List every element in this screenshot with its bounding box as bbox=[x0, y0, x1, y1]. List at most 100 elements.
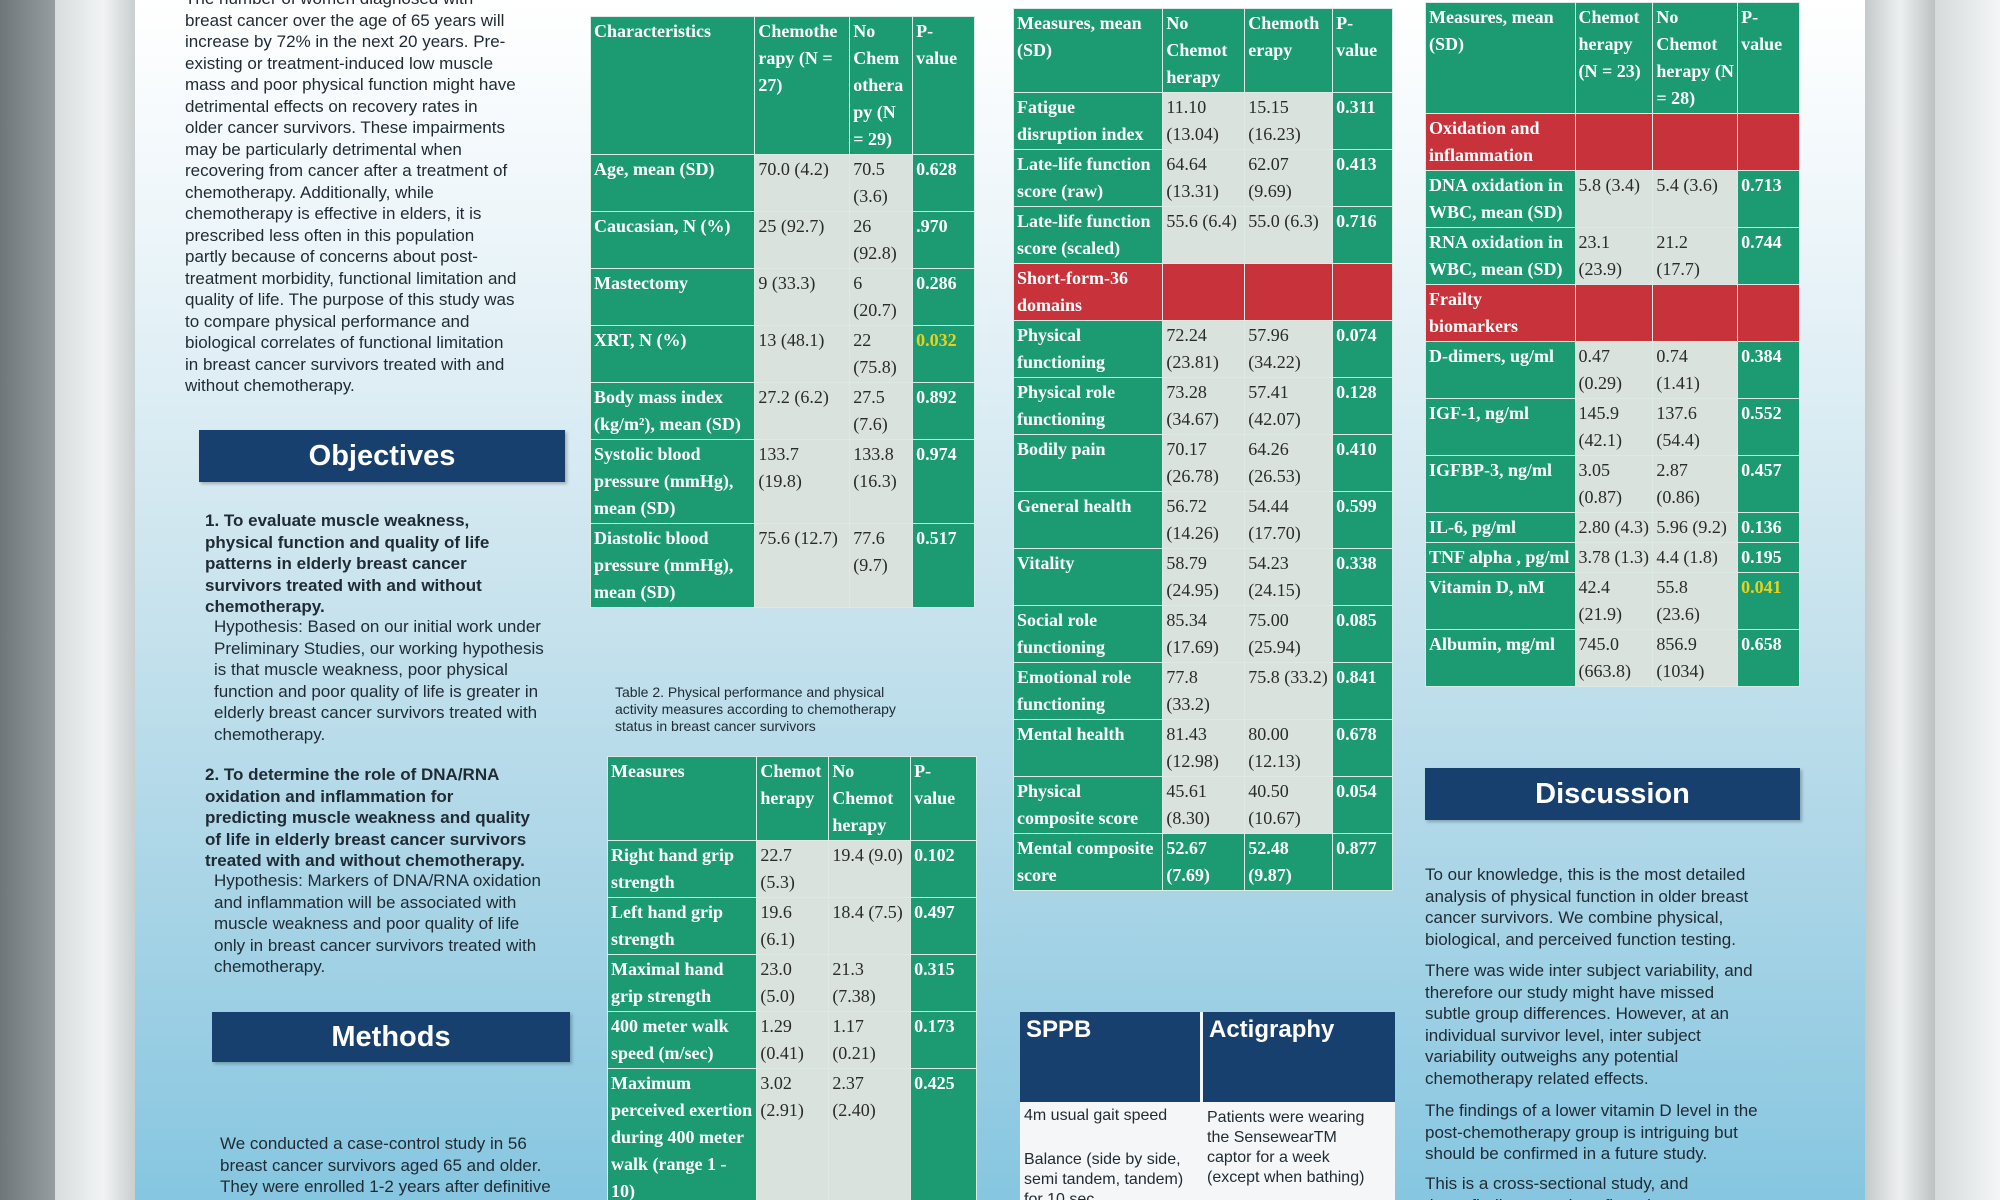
p-value-cell: 0.315 bbox=[910, 954, 977, 1012]
table-row: Albumin, mg/ml 745.0 (663.8) 856.9 (1034) 0… bbox=[1425, 629, 1800, 687]
table-row: Caucasian, N (%) 25 (92.7) 26 (92.8) .970 bbox=[589, 211, 975, 269]
table-row: Mental health 81.43 (12.98) 80.00 (12.13) 0… bbox=[1012, 719, 1393, 777]
value-cell: 85.34 (17.69) bbox=[1162, 605, 1246, 663]
value-cell: 6 (20.7) bbox=[849, 268, 914, 326]
p-value-cell: 0.457 bbox=[1737, 455, 1800, 513]
row-label: Vitamin D, nM bbox=[1425, 572, 1576, 630]
value-cell: 73.28 (34.67) bbox=[1162, 377, 1246, 435]
row-label: IGF-1, ng/ml bbox=[1425, 398, 1576, 456]
section-row: Oxidation and inflammation bbox=[1425, 113, 1800, 171]
table-row: Physical composite score 45.61 (8.30) 40.5… bbox=[1012, 776, 1393, 834]
table-row: Vitamin D, nM 42.4 (21.9) 55.8 (23.6) 0.041 bbox=[1425, 572, 1800, 630]
value-cell: 57.96 (34.22) bbox=[1244, 320, 1334, 378]
value-cell: 19.6 (6.1) bbox=[756, 897, 830, 955]
value-cell: 55.8 (23.6) bbox=[1652, 572, 1739, 630]
p-value-cell: 0.497 bbox=[910, 897, 977, 955]
characteristics-table: Characteristics Chemothe rapy (N = 27) No … bbox=[589, 16, 975, 608]
wall-left bbox=[0, 0, 60, 1200]
sppb-balance: Balance (side by side, semi tandem, tand… bbox=[1024, 1151, 1184, 1200]
table-row: Physical role functioning 73.28 (34.67) 57… bbox=[1012, 377, 1393, 435]
row-label: IL-6, pg/ml bbox=[1425, 512, 1576, 543]
value-cell: 3.05 (0.87) bbox=[1574, 455, 1654, 513]
table-row: D-dimers, ug/ml 0.47 (0.29) 0.74 (1.41) 0.3… bbox=[1425, 341, 1800, 399]
value-cell: 56.72 (14.26) bbox=[1162, 491, 1246, 549]
row-label: Physical functioning bbox=[1012, 320, 1164, 378]
p-value-cell: 0.628 bbox=[912, 154, 975, 212]
table-row: IL-6, pg/ml 2.80 (4.3) 5.96 (9.2) 0.136 bbox=[1425, 512, 1800, 543]
p-value-cell: 0.338 bbox=[1332, 548, 1393, 606]
p-value-cell: 0.974 bbox=[912, 439, 975, 524]
value-cell: 3.02 (2.91) bbox=[756, 1068, 830, 1200]
actigraphy-description: Patients were wearing the SensewearTM ca… bbox=[1207, 1109, 1365, 1186]
value-cell: 72.24 (23.81) bbox=[1162, 320, 1246, 378]
section-fill bbox=[1332, 263, 1393, 321]
p-value-cell: 0.425 bbox=[910, 1068, 977, 1200]
value-cell: 70.17 (26.78) bbox=[1162, 434, 1246, 492]
table-row: Right hand grip strength 22.7 (5.3) 19.4 (… bbox=[606, 840, 977, 898]
table-row: Bodily pain 70.17 (26.78) 64.26 (26.53) 0.4… bbox=[1012, 434, 1393, 492]
value-cell: 40.50 (10.67) bbox=[1244, 776, 1334, 834]
value-cell: 856.9 (1034) bbox=[1652, 629, 1739, 687]
table-row: Diastolic blood pressure (mmHg), mean (S… bbox=[589, 523, 975, 608]
value-cell: 70.5 (3.6) bbox=[849, 154, 914, 212]
column-header: P- value bbox=[1737, 2, 1800, 114]
p-value-cell: 0.102 bbox=[910, 840, 977, 898]
value-cell: 52.48 (9.87) bbox=[1244, 833, 1334, 891]
value-cell: 55.6 (6.4) bbox=[1162, 206, 1246, 264]
row-label: Mental health bbox=[1012, 719, 1164, 777]
row-label: IGFBP-3, ng/ml bbox=[1425, 455, 1576, 513]
section-label: Oxidation and inflammation bbox=[1425, 113, 1576, 171]
row-label: Physical composite score bbox=[1012, 776, 1164, 834]
row-label: Diastolic blood pressure (mmHg), mean (S… bbox=[589, 523, 756, 608]
row-label: Systolic blood pressure (mmHg), mean (SD… bbox=[589, 439, 756, 524]
table-row: Late-life function score (raw) 64.64 (13.… bbox=[1012, 149, 1393, 207]
section-label: Short-form-36 domains bbox=[1012, 263, 1164, 321]
value-cell: 52.67 (7.69) bbox=[1162, 833, 1246, 891]
p-value-cell: 0.892 bbox=[912, 382, 975, 440]
value-cell: 11.10 (13.04) bbox=[1162, 92, 1246, 150]
column-header: P- value bbox=[910, 756, 977, 841]
value-cell: 1.29 (0.41) bbox=[756, 1011, 830, 1069]
physical-performance-table: Measures Chemot herapy No Chemot herapy P- … bbox=[606, 756, 977, 1200]
table-row: Age, mean (SD) 70.0 (4.2) 70.5 (3.6) 0.628 bbox=[589, 154, 975, 212]
value-cell: 23.0 (5.0) bbox=[756, 954, 830, 1012]
row-label: Fatigue disruption index bbox=[1012, 92, 1164, 150]
column-header: Chemot herapy (N = 23) bbox=[1574, 2, 1654, 114]
p-value-cell: 0.032 bbox=[912, 325, 975, 383]
p-value-cell: 0.713 bbox=[1737, 170, 1800, 228]
value-cell: 3.78 (1.3) bbox=[1574, 542, 1654, 573]
objective-2-heading: 2. To determine the role of DNA/RNA oxid… bbox=[205, 765, 530, 870]
poster-frame-left bbox=[55, 0, 135, 1200]
value-cell: 27.2 (6.2) bbox=[754, 382, 851, 440]
discussion-banner: Discussion bbox=[1425, 768, 1800, 820]
value-cell: 2.37 (2.40) bbox=[828, 1068, 912, 1200]
table-row: Fatigue disruption index 11.10 (13.04) 15.… bbox=[1012, 92, 1393, 150]
section-label: Frailty biomarkers bbox=[1425, 284, 1576, 342]
value-cell: 54.44 (17.70) bbox=[1244, 491, 1334, 549]
section-fill bbox=[1574, 113, 1654, 171]
p-value-cell: .970 bbox=[912, 211, 975, 269]
value-cell: 25 (92.7) bbox=[754, 211, 851, 269]
biomarkers-table: Measures, mean (SD) Chemot herapy (N = 23… bbox=[1425, 2, 1800, 687]
table-row: Social role functioning 85.34 (17.69) 75.0… bbox=[1012, 605, 1393, 663]
value-cell: 2.87 (0.86) bbox=[1652, 455, 1739, 513]
row-label: Physical role functioning bbox=[1012, 377, 1164, 435]
discussion-paragraph-2: There was wide inter subject variability… bbox=[1425, 961, 1753, 1088]
value-cell: 64.64 (13.31) bbox=[1162, 149, 1246, 207]
section-row: Short-form-36 domains bbox=[1012, 263, 1393, 321]
value-cell: 0.47 (0.29) bbox=[1574, 341, 1654, 399]
intro-text: The number of women diagnosed with breas… bbox=[185, 0, 517, 395]
table-row: Maximum perceived exertion during 400 me… bbox=[606, 1068, 977, 1200]
table-row: TNF alpha , pg/ml 3.78 (1.3) 4.4 (1.8) 0.19… bbox=[1425, 542, 1800, 573]
value-cell: 22.7 (5.3) bbox=[756, 840, 830, 898]
p-value-cell: 0.678 bbox=[1332, 719, 1393, 777]
row-label: XRT, N (%) bbox=[589, 325, 756, 383]
table-row: Systolic blood pressure (mmHg), mean (SD… bbox=[589, 439, 975, 524]
actigraphy-header: Actigraphy bbox=[1203, 1012, 1395, 1102]
value-cell: 18.4 (7.5) bbox=[828, 897, 912, 955]
value-cell: 4.4 (1.8) bbox=[1652, 542, 1739, 573]
row-label: Bodily pain bbox=[1012, 434, 1164, 492]
p-value-cell: 0.410 bbox=[1332, 434, 1393, 492]
table-row: Vitality 58.79 (24.95) 54.23 (24.15) 0.338 bbox=[1012, 548, 1393, 606]
row-label: Body mass index (kg/m²), mean (SD) bbox=[589, 382, 756, 440]
